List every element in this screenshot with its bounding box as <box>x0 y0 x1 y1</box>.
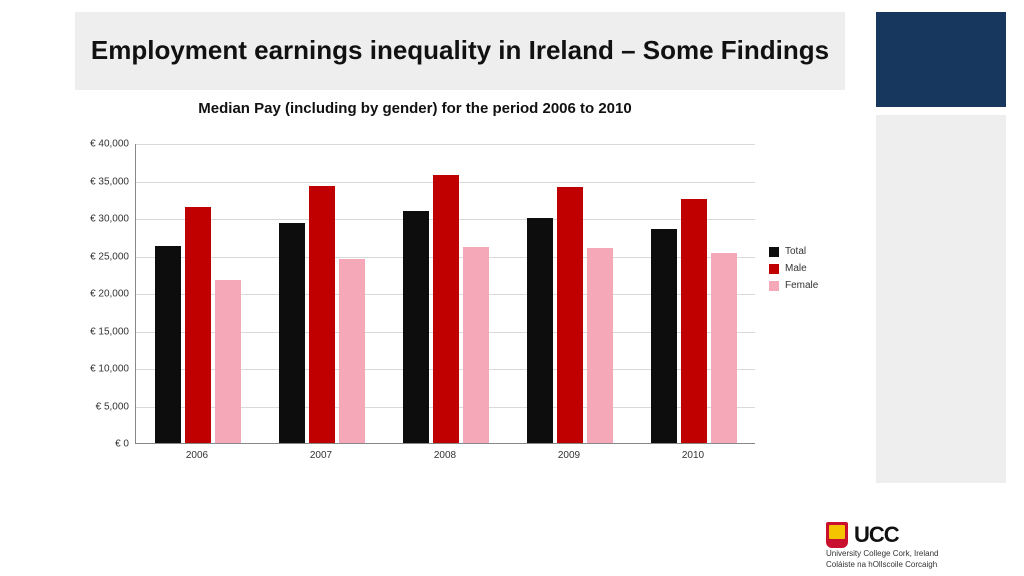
bar-total-2008 <box>403 211 429 444</box>
median-pay-chart: Total Male Female € 0 € 5,000 € 10,000 € 15,0… <box>65 136 865 486</box>
x-axis-label: 2007 <box>261 450 381 461</box>
bar-female-2006 <box>215 280 241 443</box>
x-axis-label: 2010 <box>633 450 753 461</box>
ucc-crest-icon <box>826 522 848 548</box>
bar-male-2007 <box>309 186 335 443</box>
legend-label: Female <box>785 280 818 291</box>
y-axis-label: € 0 <box>69 439 129 450</box>
bar-total-2009 <box>527 218 553 443</box>
legend-swatch <box>769 247 779 257</box>
y-axis-label: € 15,000 <box>69 326 129 337</box>
bar-female-2009 <box>587 248 613 443</box>
bar-total-2010 <box>651 229 677 444</box>
bar-male-2009 <box>557 187 583 444</box>
y-axis-label: € 5,000 <box>69 401 129 412</box>
footer-logo-block: UCC University College Cork, Ireland Col… <box>826 522 1006 570</box>
legend-item-female: Female <box>769 280 865 291</box>
side-accent-top <box>876 12 1006 107</box>
bar-male-2010 <box>681 199 707 443</box>
legend-label: Total <box>785 246 806 257</box>
chart-legend: Total Male Female <box>769 246 865 297</box>
x-axis-label: 2009 <box>509 450 629 461</box>
x-axis-label: 2008 <box>385 450 505 461</box>
legend-item-total: Total <box>769 246 865 257</box>
bar-female-2007 <box>339 259 365 443</box>
y-axis-label: € 35,000 <box>69 176 129 187</box>
x-axis-label: 2006 <box>137 450 257 461</box>
legend-label: Male <box>785 263 807 274</box>
side-accent-bottom <box>876 115 1006 483</box>
gridline <box>136 144 755 145</box>
bar-total-2007 <box>279 223 305 443</box>
bar-male-2006 <box>185 207 211 443</box>
y-axis-label: € 30,000 <box>69 214 129 225</box>
bar-female-2008 <box>463 247 489 443</box>
legend-swatch <box>769 281 779 291</box>
legend-swatch <box>769 264 779 274</box>
y-axis-label: € 10,000 <box>69 364 129 375</box>
y-axis-label: € 20,000 <box>69 289 129 300</box>
footer-line1: University College Cork, Ireland <box>826 550 1006 559</box>
title-bar: Employment earnings inequality in Irelan… <box>75 12 845 90</box>
y-axis-label: € 40,000 <box>69 139 129 150</box>
chart-subtitle: Median Pay (including by gender) for the… <box>75 100 755 117</box>
ucc-logo-text: UCC <box>854 522 899 548</box>
bar-male-2008 <box>433 175 459 444</box>
slide: Employment earnings inequality in Irelan… <box>0 0 1024 576</box>
legend-item-male: Male <box>769 263 865 274</box>
y-axis-label: € 25,000 <box>69 251 129 262</box>
plot-area <box>135 144 755 444</box>
bar-female-2010 <box>711 253 737 443</box>
footer-line2: Coláiste na hOllscoile Corcaigh <box>826 561 1006 570</box>
bar-total-2006 <box>155 246 181 443</box>
slide-title: Employment earnings inequality in Irelan… <box>91 36 829 66</box>
